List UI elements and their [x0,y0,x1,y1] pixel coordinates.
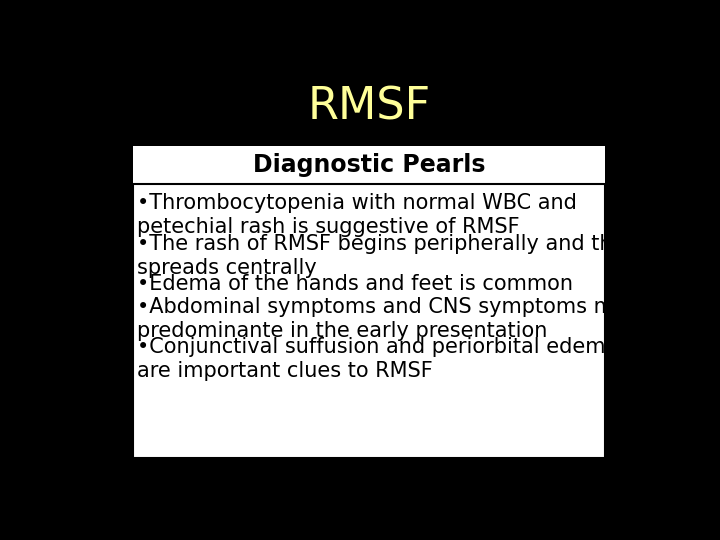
Text: •Abdominal symptoms and CNS symptoms may
predominante in the early presentation: •Abdominal symptoms and CNS symptoms may… [138,297,639,341]
Text: Diagnostic Pearls: Diagnostic Pearls [253,153,485,177]
Text: •Conjunctival suffusion and periorbital edema
are important clues to RMSF: •Conjunctival suffusion and periorbital … [138,337,618,381]
Text: •Edema of the hands and feet is common: •Edema of the hands and feet is common [138,274,573,294]
Text: RMSF: RMSF [307,86,431,129]
Text: •Thrombocytopenia with normal WBC and
petechial rash is suggestive of RMSF: •Thrombocytopenia with normal WBC and pe… [138,193,577,238]
FancyBboxPatch shape [132,146,606,184]
Text: •The rash of RMSF begins peripherally and then
spreads centrally: •The rash of RMSF begins peripherally an… [138,234,639,278]
FancyBboxPatch shape [132,146,606,457]
